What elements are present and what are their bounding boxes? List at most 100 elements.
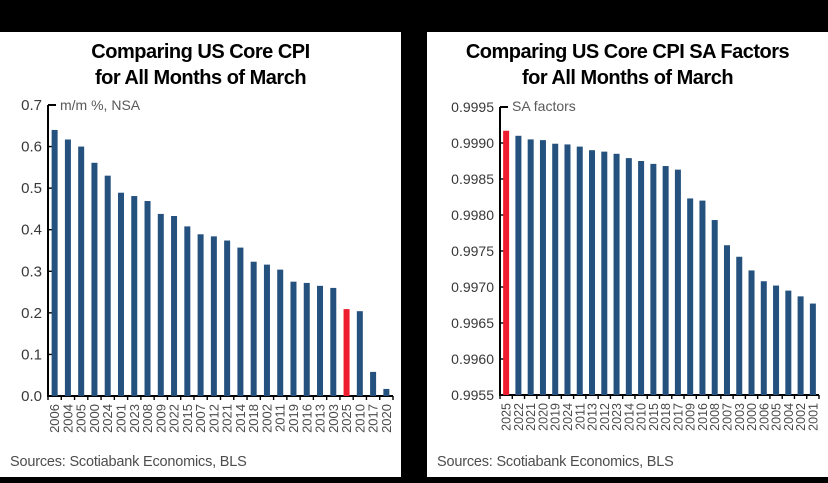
- bar: [383, 388, 390, 396]
- bar: [144, 201, 151, 396]
- y-axis-tick-label: 0.9995: [451, 99, 494, 115]
- x-axis-category-label: 2007: [720, 403, 734, 431]
- x-axis-category-label: 2004: [60, 404, 75, 433]
- bar: [184, 226, 191, 396]
- bar: [809, 303, 816, 395]
- bar: [711, 220, 718, 395]
- bar: [748, 270, 755, 395]
- bar: [736, 256, 743, 395]
- y-axis-unit-label: SA factors: [512, 98, 576, 114]
- y-axis-tick-label: 0.9970: [451, 279, 494, 295]
- bar: [51, 129, 58, 396]
- bar: [370, 371, 377, 396]
- x-axis-category-label: 2014: [233, 404, 248, 433]
- y-axis-tick-label: 0.1: [21, 346, 42, 363]
- bar-highlighted: [503, 130, 510, 395]
- x-axis-category-label: 2017: [366, 404, 381, 433]
- y-axis-tick-label: 0.9955: [451, 387, 494, 403]
- x-axis-category-label: 2007: [193, 404, 208, 433]
- x-axis-category-label: 2006: [47, 404, 62, 433]
- x-axis-category-label: 2020: [536, 403, 550, 431]
- y-axis-tick-label: 0.9990: [451, 135, 494, 151]
- x-axis-category-label: 2005: [74, 404, 89, 433]
- core-cpi-nsa-bar-chart: m/m %, NSA0.70.60.50.40.30.20.10.0200620…: [21, 97, 394, 433]
- x-axis-category-label: 2001: [806, 403, 820, 431]
- y-axis-unit-label: m/m %, NSA: [60, 97, 141, 113]
- x-axis-category-label: 2016: [299, 404, 314, 433]
- x-axis-category-label: 2000: [87, 404, 102, 433]
- x-axis-category-label: 2021: [220, 404, 235, 433]
- bar: [674, 169, 681, 395]
- bar: [515, 135, 522, 396]
- y-axis-tick-label: 0.9960: [451, 351, 494, 367]
- x-axis-category-label: 2002: [794, 403, 808, 431]
- x-axis-category-label: 2025: [339, 404, 354, 433]
- left-chart-title: Comparing US Core CPI for All Months of …: [0, 39, 401, 91]
- x-axis-category-label: 2015: [647, 403, 661, 431]
- x-axis-category-label: 2025: [500, 403, 514, 431]
- x-axis-category-label: 2003: [326, 404, 341, 433]
- bar: [797, 296, 804, 395]
- x-axis-category-label: 2010: [635, 403, 649, 431]
- x-axis-category-label: 2012: [598, 403, 612, 431]
- x-axis-category-label: 2018: [246, 404, 261, 433]
- x-axis-category-label: 2020: [379, 404, 394, 433]
- x-axis-category-label: 2024: [100, 404, 115, 433]
- x-axis-category-label: 2012: [206, 404, 221, 433]
- bar: [356, 311, 363, 396]
- x-axis-category-label: 2005: [770, 403, 784, 431]
- x-axis-category-label: 2023: [610, 403, 624, 431]
- x-axis-category-label: 2010: [352, 404, 367, 433]
- bar: [104, 175, 111, 396]
- bar: [760, 281, 767, 395]
- x-axis-category-label: 2014: [622, 403, 636, 431]
- bar: [117, 192, 124, 396]
- bar: [78, 146, 85, 396]
- bar: [687, 198, 694, 395]
- right-chart-title-line2: for All Months of March: [521, 67, 734, 89]
- x-axis-category-label: 2011: [273, 404, 288, 432]
- y-axis-tick-label: 0.0: [21, 388, 42, 405]
- bar: [171, 215, 178, 396]
- y-axis-tick-label: 0.2: [21, 305, 42, 322]
- x-axis-category-label: 2013: [313, 404, 328, 433]
- x-axis-category-label: 2019: [549, 403, 563, 431]
- x-axis-category-label: 2022: [167, 404, 182, 433]
- bar: [224, 240, 231, 396]
- core-cpi-sa-factors-bar-chart: SA factors 0.9995 0.9990 0.9985 0.9980 0.9975…: [451, 98, 820, 431]
- right-chart-panel: Comparing US Core CPI SA Factors for All…: [427, 32, 828, 477]
- x-axis-category-label: 2021: [524, 403, 538, 431]
- bar: [723, 245, 730, 395]
- bar: [250, 261, 257, 396]
- x-axis-category-label: 2001: [113, 404, 128, 433]
- bar-highlighted: [343, 309, 350, 396]
- bar: [638, 161, 645, 395]
- left-source-note: Sources: Scotiabank Economics, BLS: [10, 454, 247, 470]
- bar: [290, 281, 297, 396]
- right-chart-title: Comparing US Core CPI SA Factors for All…: [427, 39, 828, 91]
- x-axis-category-label: 2000: [745, 403, 759, 431]
- bar: [527, 139, 534, 395]
- x-axis-category-label: 2003: [733, 403, 747, 431]
- bar: [317, 285, 324, 396]
- bar: [785, 290, 792, 395]
- bar: [131, 196, 138, 396]
- y-axis-tick-label: 0.3: [21, 263, 42, 280]
- bar: [625, 158, 632, 395]
- x-axis-category-label: 2024: [561, 403, 575, 431]
- x-axis-category-label: 2011: [573, 403, 587, 430]
- x-axis-category-label: 2008: [140, 404, 155, 433]
- bar: [539, 140, 546, 395]
- bar: [64, 139, 71, 397]
- x-axis-category-label: 2018: [659, 403, 673, 431]
- bar: [157, 213, 164, 396]
- x-axis-category-label: 2006: [757, 403, 771, 431]
- bar: [277, 269, 284, 396]
- bar: [650, 163, 657, 395]
- x-axis-category-label: 2009: [153, 404, 168, 433]
- bar: [564, 144, 571, 395]
- left-chart-title-line1: Comparing US Core CPI: [91, 41, 310, 63]
- x-axis-category-label: 2002: [259, 404, 274, 433]
- bar: [210, 236, 217, 396]
